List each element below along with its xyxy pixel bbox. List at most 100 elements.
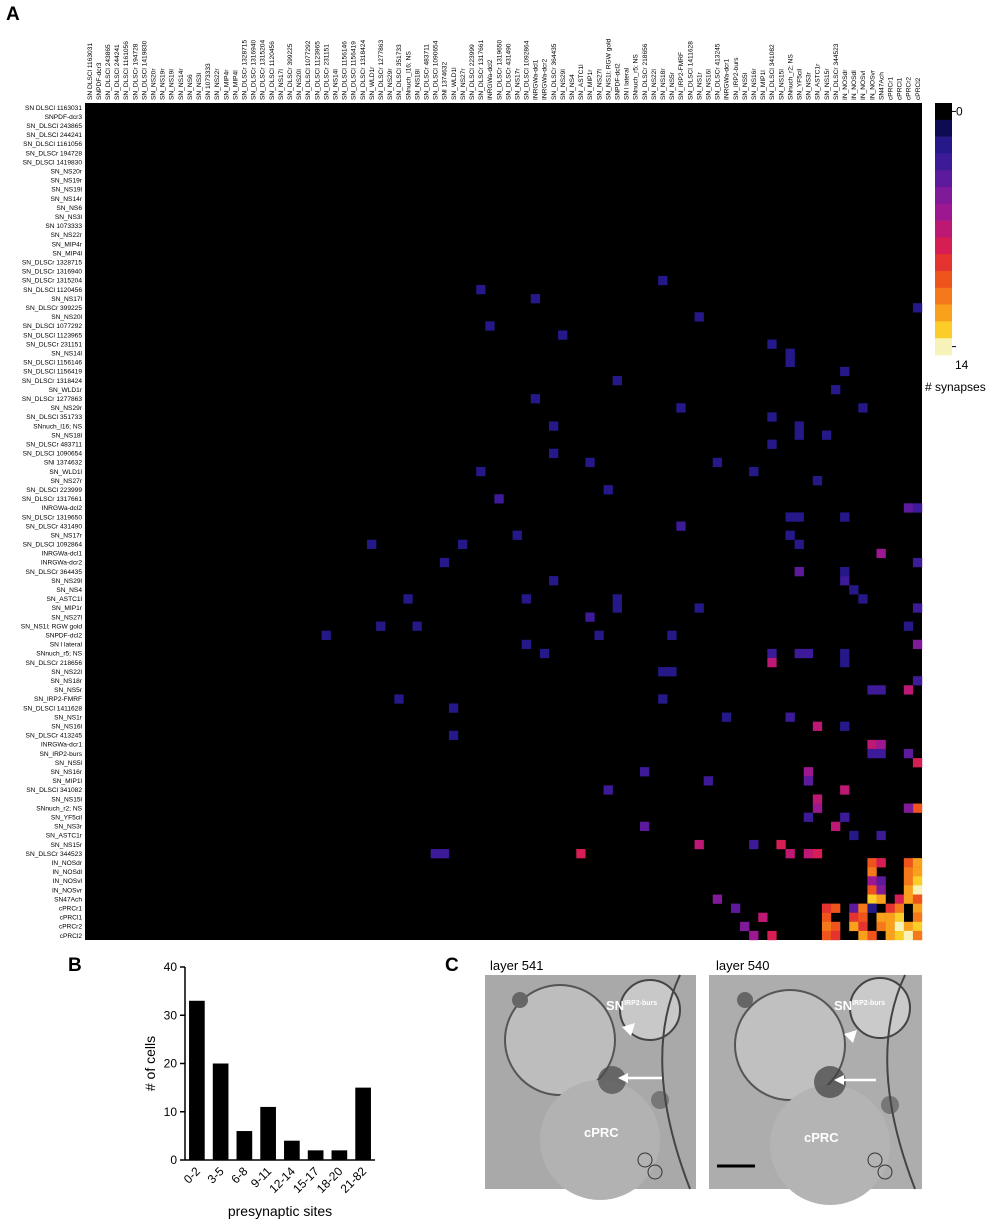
heatmap-cell [767,439,777,449]
bar [260,1106,276,1160]
heatmap-cell [903,930,914,941]
heatmap-cell [912,912,923,923]
column-label: SN_WLD1l [451,67,458,100]
row-label: SN_NS20r [50,169,82,176]
heatmap-cell [785,348,795,358]
column-label: SN_MIP1r [587,69,594,100]
heatmap-cell [394,694,404,704]
column-label: SN_DLSCr 218656 [642,43,649,100]
column-label: SN_DLSCl 1419830 [141,40,148,100]
column-label: SNPDF-dcl2 [615,63,622,100]
heatmap-cell [912,858,923,868]
heatmap-cell [749,839,759,850]
row-label: SN_NS22l [51,669,82,676]
heatmap-cell [840,721,850,731]
column-label: SN_DLSCl 1156419 [351,41,358,100]
heatmap-cell [903,867,914,877]
column-label: SN_DLSCl 223999 [469,44,476,100]
row-label: IN_NOSvl [53,878,83,885]
heatmap-cell [476,284,486,295]
column-label: SN_NS5l [742,72,749,100]
heatmap-cell [876,885,886,895]
row-label: SN_NS5r [54,687,83,694]
heatmap-cell [603,485,613,495]
column-label: SN_DLSCl 1161056 [123,41,130,100]
heatmap-cell [858,921,868,932]
column-label: SNnuch_r5; NS [633,54,640,100]
heatmap-cell [876,548,886,559]
heatmap-cell [840,657,850,668]
row-label: SN_NS17l [51,296,82,303]
colorbar-band [935,304,952,322]
row-label: SN_MIP4l [52,250,82,257]
colorbar-band [935,153,952,171]
row-label: IN_NOSdl [52,869,82,876]
row-label: SN_DLSCr 1328715 [22,260,82,267]
heatmap-cell [812,476,823,486]
heatmap-cell [903,685,914,695]
row-label: SN_DLSCr 1317661 [22,496,82,503]
heatmap-cell [894,903,905,913]
heatmap-cell [740,921,750,932]
column-label: SN_NS27l [596,69,603,100]
heatmap-cell [594,630,604,640]
heatmap-cell [521,594,531,604]
row-label: SN_ASTC1l [46,596,82,603]
heatmap-cell [876,739,886,750]
heatmap-cell [812,849,823,859]
heatmap-cell [767,657,777,668]
row-label: SN_DLSCr 1318424 [22,378,82,385]
column-label: SN_DLSCr 1277863 [378,40,385,100]
heatmap-cell [831,903,841,913]
heatmap-cell [785,849,795,859]
heatmap-cell [676,403,686,413]
heatmap-cell [803,812,814,822]
heatmap-cell [903,876,914,886]
column-label: SN_DLSCr 413245 [715,43,722,100]
column-label: SN_NS29l [560,69,567,100]
row-label: cPRCr1 [59,905,82,912]
row-label: SN_DLSCr 364435 [26,569,83,576]
heatmap-cell [803,849,814,859]
row-label: SN 1073333 [45,223,82,230]
bar [189,1000,205,1160]
column-label: IN_NOSdr [842,69,849,100]
column-label: SN_DLSCl 244241 [114,44,121,100]
heatmap-cell [794,430,804,440]
heatmap-cell [658,275,668,286]
heatmap-cell [894,894,905,904]
column-label: SN_DLSCr 483711 [423,44,430,100]
column-label: SN_IRP2-FMRF [678,52,685,100]
bar [236,1131,253,1160]
heatmap-cell [867,894,877,904]
column-label: SN_DLSCr 1316940 [251,40,258,100]
heatmap-cell [767,412,777,422]
heatmap-cell [785,712,795,722]
column-label: SN_DLSCl 341082 [769,44,776,100]
column-label: SN_NS14r [178,68,185,100]
heatmap-cell [903,803,914,813]
row-label: INRGWa-dcl2 [42,505,83,512]
row-label: SN DLSCl 1163031 [25,105,82,112]
column-label: SN DLSCl 1163031 [87,43,94,100]
image-title: layer 541 [490,958,543,973]
em-image-right [709,974,922,1205]
heatmap-cell [876,921,886,932]
heatmap-cell [876,894,886,904]
heatmap-cell [485,321,495,331]
colorbar-band [935,119,952,137]
heatmap-cell [603,785,613,795]
heatmap-cell [749,930,759,941]
column-label: SN_NS19l [169,69,176,100]
row-label: SNPDF-dcr3 [45,114,83,121]
x-axis-label: presynaptic sites [228,1203,332,1219]
heatmap-cell [694,603,704,613]
row-label: INRGWa-dcr2 [41,560,82,567]
heatmap-cell [894,921,905,932]
row-label: SN_DLSCr 1277863 [22,396,82,403]
heatmap-cell [912,930,923,941]
row-label: cPRCl1 [60,915,83,922]
heatmap-cell [840,576,850,586]
heatmap-cell [439,557,450,568]
em-image-left [485,974,696,1200]
